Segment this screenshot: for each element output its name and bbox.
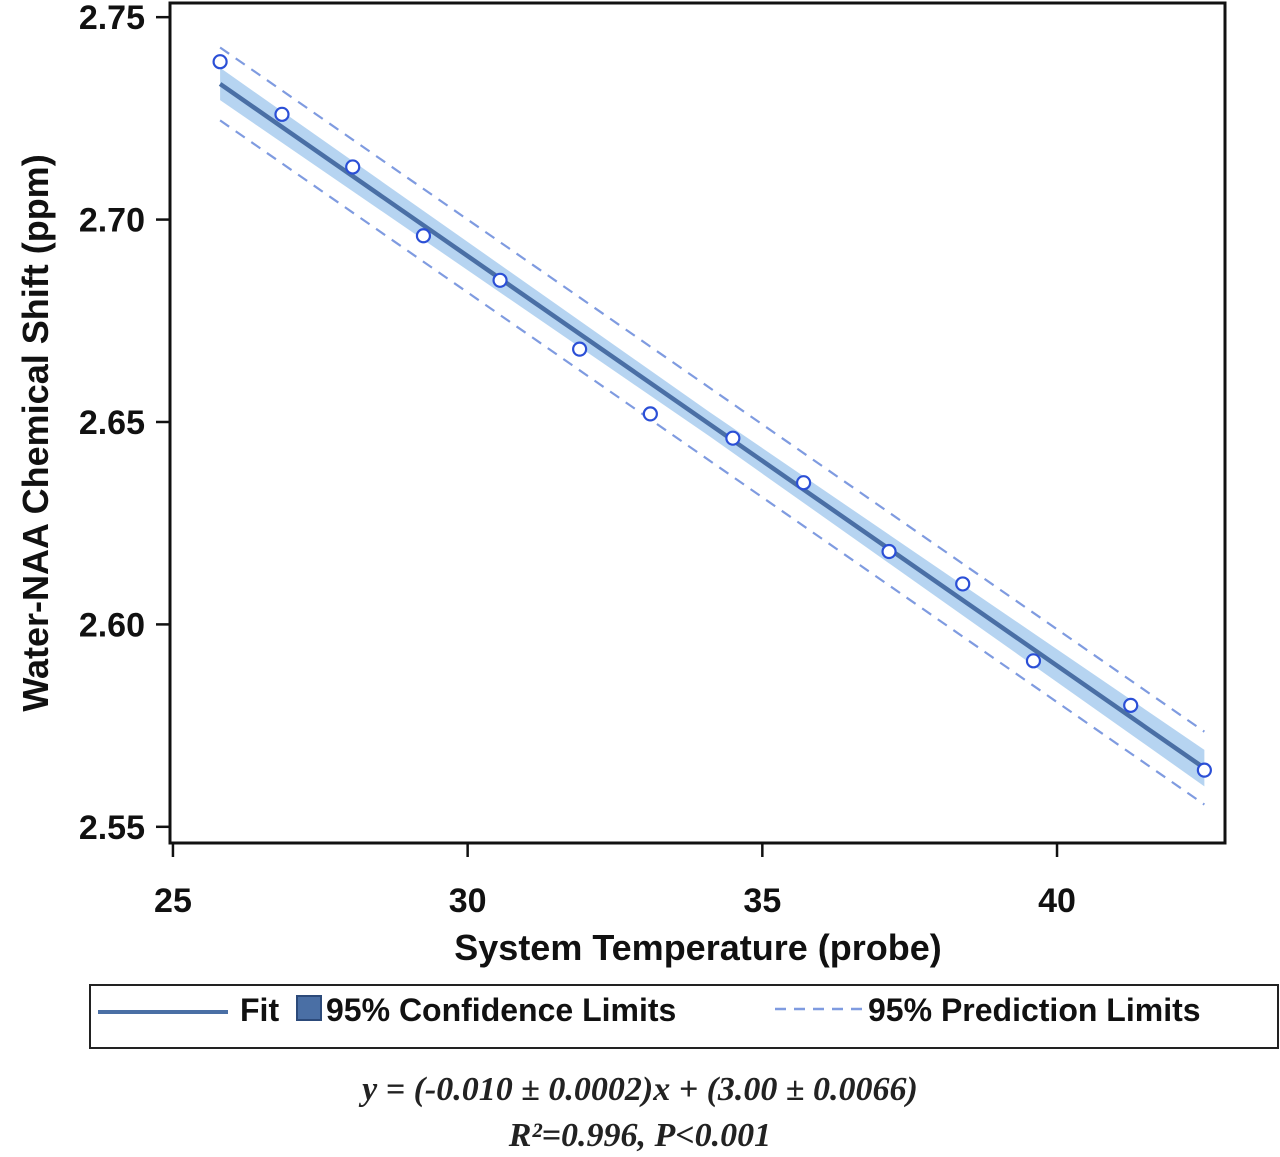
legend-prediction-label: 95% Prediction Limits xyxy=(868,992,1201,1028)
data-point xyxy=(212,54,228,70)
data-point xyxy=(642,406,658,422)
data-point xyxy=(274,106,290,122)
x-tick-label: 40 xyxy=(1038,882,1076,920)
legend-confidence-swatch xyxy=(296,995,322,1021)
x-axis-title: System Temperature (probe) xyxy=(454,927,941,968)
data-point xyxy=(1196,762,1212,778)
data-point xyxy=(345,159,361,175)
data-point xyxy=(572,341,588,357)
data-point xyxy=(725,430,741,446)
y-tick-label: 2.55 xyxy=(79,809,145,847)
data-point xyxy=(955,576,971,592)
y-tick-label: 2.70 xyxy=(79,202,145,240)
x-tick-label: 25 xyxy=(154,882,192,920)
y-axis-title: Water-NAA Chemical Shift (ppm) xyxy=(15,154,56,711)
x-tick-label: 30 xyxy=(449,882,487,920)
legend: Fit 95% Confidence Limits 95% Prediction… xyxy=(89,984,1279,1049)
prediction-limit-lower xyxy=(219,119,1205,806)
prediction-limit-upper xyxy=(219,46,1205,733)
data-point xyxy=(1025,653,1042,669)
plot-layer xyxy=(212,46,1212,806)
fit-line xyxy=(218,82,1206,770)
legend-fit-label: Fit xyxy=(240,992,279,1028)
regression-equation: y = (-0.010 ± 0.0002)x + (3.00 ± 0.0066) xyxy=(362,1071,918,1108)
ticks-layer: 25 30 35 40 2.55 2.60 2.65 2.70 2.75 xyxy=(79,0,1076,920)
data-point xyxy=(881,543,897,560)
data-point xyxy=(795,475,812,491)
data-point xyxy=(492,272,508,288)
y-tick-label: 2.65 xyxy=(79,404,145,442)
regression-stats: R²=0.996, P<0.001 xyxy=(508,1117,772,1154)
y-tick-label: 2.75 xyxy=(79,0,145,37)
x-tick-label: 35 xyxy=(743,882,781,920)
legend-frame xyxy=(89,984,1279,1049)
y-tick-label: 2.60 xyxy=(79,606,145,644)
legend-confidence-label: 95% Confidence Limits xyxy=(326,992,676,1028)
data-point xyxy=(415,228,432,244)
data-point xyxy=(1123,697,1139,713)
